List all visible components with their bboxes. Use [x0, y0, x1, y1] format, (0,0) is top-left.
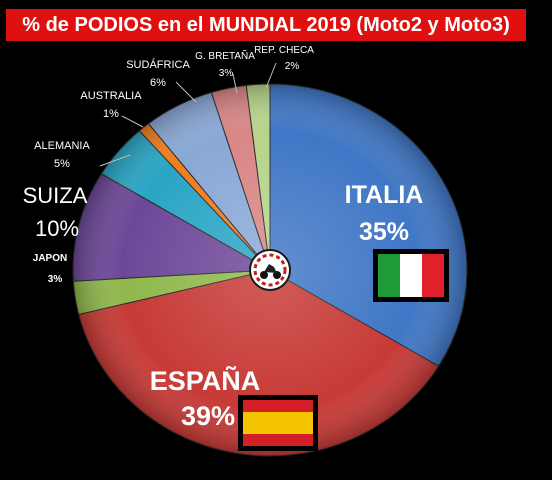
- slice-label-sudafrica: SUDÁFRICA: [126, 58, 190, 71]
- slice-label-espana: ESPAÑA: [150, 365, 261, 396]
- leader-lines: [99, 62, 277, 167]
- leader-line-g-bretana: [232, 73, 238, 94]
- slice-labels: ITALIA 35% ESPAÑA 39% JAPON 3% SUIZA 10% ALEMANI…: [23, 45, 424, 431]
- slice-value-espana: 39%: [181, 401, 235, 431]
- slice-value-alemania: 5%: [54, 158, 70, 170]
- slice-label-italia: ITALIA: [345, 181, 424, 209]
- slice-value-japon: 3%: [48, 274, 63, 285]
- slice-value-g-bretana: 3%: [219, 68, 234, 79]
- slice-value-sudafrica: 6%: [150, 77, 166, 89]
- slice-label-rep-checa: REP. CHECA: [254, 45, 314, 56]
- leader-line-sudafrica: [175, 81, 197, 103]
- motorbike-logo-icon: [249, 249, 291, 291]
- slice-label-australia: AUSTRALIA: [80, 90, 142, 102]
- slice-value-australia: 1%: [103, 108, 119, 120]
- chart-title: % de PODIOS en el MUNDIAL 2019 (Moto2 y …: [6, 9, 526, 41]
- leader-line-alemania: [99, 154, 131, 167]
- italy-flag-icon: [373, 249, 449, 302]
- spain-flag-icon: [238, 395, 318, 451]
- slice-label-japon: JAPON: [33, 253, 67, 264]
- slice-value-suiza: 10%: [35, 216, 79, 241]
- leader-line-rep-checa: [265, 62, 277, 89]
- slice-label-alemania: ALEMANIA: [34, 140, 90, 152]
- slice-value-italia: 35%: [359, 218, 409, 246]
- slice-label-suiza: SUIZA: [23, 183, 88, 208]
- slice-value-rep-checa: 2%: [285, 61, 300, 72]
- slice-label-g-bretana: G. BRETAÑA: [195, 49, 255, 62]
- flags: [238, 249, 449, 451]
- leader-line-australia: [121, 115, 144, 128]
